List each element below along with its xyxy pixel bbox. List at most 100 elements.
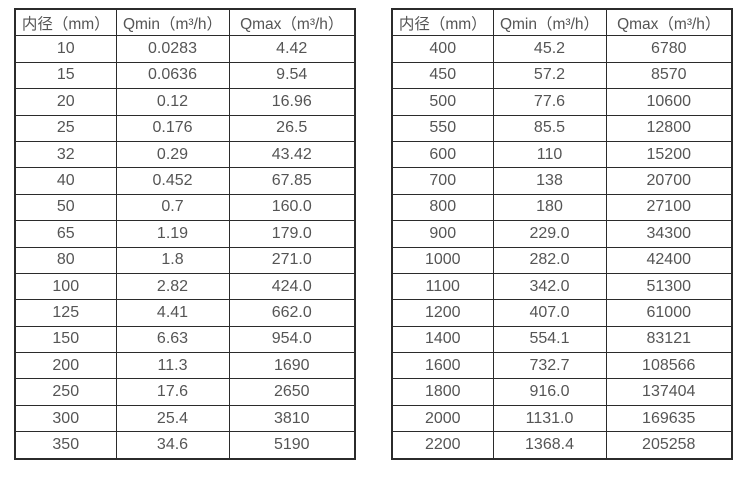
data-cell: 282.0 <box>492 246 607 274</box>
table-row: 80 1.8 271.0 <box>14 246 356 274</box>
data-cell: 662.0 <box>228 299 356 327</box>
data-cell: 1690 <box>228 352 356 380</box>
data-cell: 200 <box>14 352 117 380</box>
data-cell: 1100 <box>391 272 494 301</box>
data-cell: 0.29 <box>115 140 230 169</box>
table-header-row: 内径（mm） Qmin（m³/h） Qmax（m³/h） <box>391 8 733 37</box>
data-cell: 110 <box>492 140 607 169</box>
data-cell: 85.5 <box>492 114 607 142</box>
table-row: 350 34.6 5190 <box>14 431 356 460</box>
data-cell: 229.0 <box>492 220 607 248</box>
data-cell: 137404 <box>605 378 733 406</box>
table-row: 65 1.19 179.0 <box>14 220 356 248</box>
data-cell: 6780 <box>605 35 733 63</box>
data-cell: 77.6 <box>492 88 607 116</box>
data-cell: 1.8 <box>115 246 230 274</box>
table-row: 2000 1131.0 169635 <box>391 404 733 433</box>
table-row: 32 0.29 43.42 <box>14 140 356 169</box>
data-cell: 125 <box>14 299 117 327</box>
header-cell: Qmin（m³/h） <box>492 8 607 37</box>
data-cell: 51300 <box>605 272 733 301</box>
table-row: 15 0.0636 9.54 <box>14 61 356 90</box>
data-cell: 67.85 <box>228 167 356 195</box>
table-row: 100 2.82 424.0 <box>14 272 356 301</box>
data-cell: 1400 <box>391 325 494 354</box>
data-cell: 4.42 <box>228 35 356 63</box>
data-cell: 20 <box>14 88 117 116</box>
data-cell: 1800 <box>391 378 494 406</box>
data-cell: 11.3 <box>115 352 230 380</box>
data-cell: 45.2 <box>492 35 607 63</box>
data-cell: 169635 <box>605 404 733 433</box>
table-row: 500 77.6 10600 <box>391 88 733 116</box>
data-cell: 424.0 <box>228 272 356 301</box>
table-header-row: 内径（mm） Qmin（m³/h） Qmax（m³/h） <box>14 8 356 37</box>
table-row: 1200 407.0 61000 <box>391 299 733 327</box>
data-cell: 0.12 <box>115 88 230 116</box>
header-cell: 内径（mm） <box>14 8 117 37</box>
data-cell: 10 <box>14 35 117 63</box>
data-cell: 80 <box>14 246 117 274</box>
data-cell: 43.42 <box>228 140 356 169</box>
table-row: 20 0.12 16.96 <box>14 88 356 116</box>
data-cell: 8570 <box>605 61 733 90</box>
data-cell: 2650 <box>228 378 356 406</box>
data-cell: 400 <box>391 35 494 63</box>
data-cell: 4.41 <box>115 299 230 327</box>
data-cell: 65 <box>14 220 117 248</box>
table-row: 40 0.452 67.85 <box>14 167 356 195</box>
data-cell: 3810 <box>228 404 356 433</box>
table-row: 600 110 15200 <box>391 140 733 169</box>
data-cell: 1368.4 <box>492 431 607 460</box>
data-cell: 180 <box>492 193 607 222</box>
data-cell: 342.0 <box>492 272 607 301</box>
data-cell: 12800 <box>605 114 733 142</box>
data-cell: 900 <box>391 220 494 248</box>
table-row: 1400 554.1 83121 <box>391 325 733 354</box>
data-cell: 83121 <box>605 325 733 354</box>
table-header-row: 内径（mm） Qmin（m³/h） Qmax（m³/h） <box>391 8 733 37</box>
data-cell: 20700 <box>605 167 733 195</box>
data-cell: 271.0 <box>228 246 356 274</box>
table-row: 2200 1368.4 205258 <box>391 431 733 460</box>
data-cell: 179.0 <box>228 220 356 248</box>
data-cell: 954.0 <box>228 325 356 354</box>
data-cell: 2.82 <box>115 272 230 301</box>
data-cell: 1.19 <box>115 220 230 248</box>
data-cell: 700 <box>391 167 494 195</box>
table-row: 25 0.176 26.5 <box>14 114 356 142</box>
data-cell: 5190 <box>228 431 356 460</box>
flow-spec-table-small-diameters: 内径（mm） Qmin（m³/h） Qmax（m³/h） 10 0.0283 4.42 1… <box>14 8 356 460</box>
table-row: 50 0.7 160.0 <box>14 193 356 222</box>
table-header-row: 内径（mm） Qmin（m³/h） Qmax（m³/h） <box>14 8 356 37</box>
data-cell: 1600 <box>391 352 494 380</box>
data-cell: 2000 <box>391 404 494 433</box>
data-cell: 1200 <box>391 299 494 327</box>
data-cell: 108566 <box>605 352 733 380</box>
table-row: 1000 282.0 42400 <box>391 246 733 274</box>
data-cell: 0.0283 <box>115 35 230 63</box>
data-cell: 25 <box>14 114 117 142</box>
data-cell: 800 <box>391 193 494 222</box>
data-cell: 600 <box>391 140 494 169</box>
data-cell: 0.0636 <box>115 61 230 90</box>
data-cell: 916.0 <box>492 378 607 406</box>
table-body: 10 0.0283 4.42 15 0.0636 9.54 20 0.12 16.96 25 0.1… <box>14 35 356 460</box>
data-cell: 0.176 <box>115 114 230 142</box>
data-cell: 6.63 <box>115 325 230 354</box>
data-cell: 0.452 <box>115 167 230 195</box>
data-cell: 40 <box>14 167 117 195</box>
header-cell: 内径（mm） <box>391 8 494 37</box>
data-cell: 27100 <box>605 193 733 222</box>
table-row: 800 180 27100 <box>391 193 733 222</box>
data-cell: 25.4 <box>115 404 230 433</box>
data-cell: 10600 <box>605 88 733 116</box>
data-cell: 350 <box>14 431 117 460</box>
data-cell: 42400 <box>605 246 733 274</box>
header-cell: Qmax（m³/h） <box>228 8 356 37</box>
data-cell: 138 <box>492 167 607 195</box>
data-cell: 0.7 <box>115 193 230 222</box>
table-row: 900 229.0 34300 <box>391 220 733 248</box>
data-cell: 732.7 <box>492 352 607 380</box>
